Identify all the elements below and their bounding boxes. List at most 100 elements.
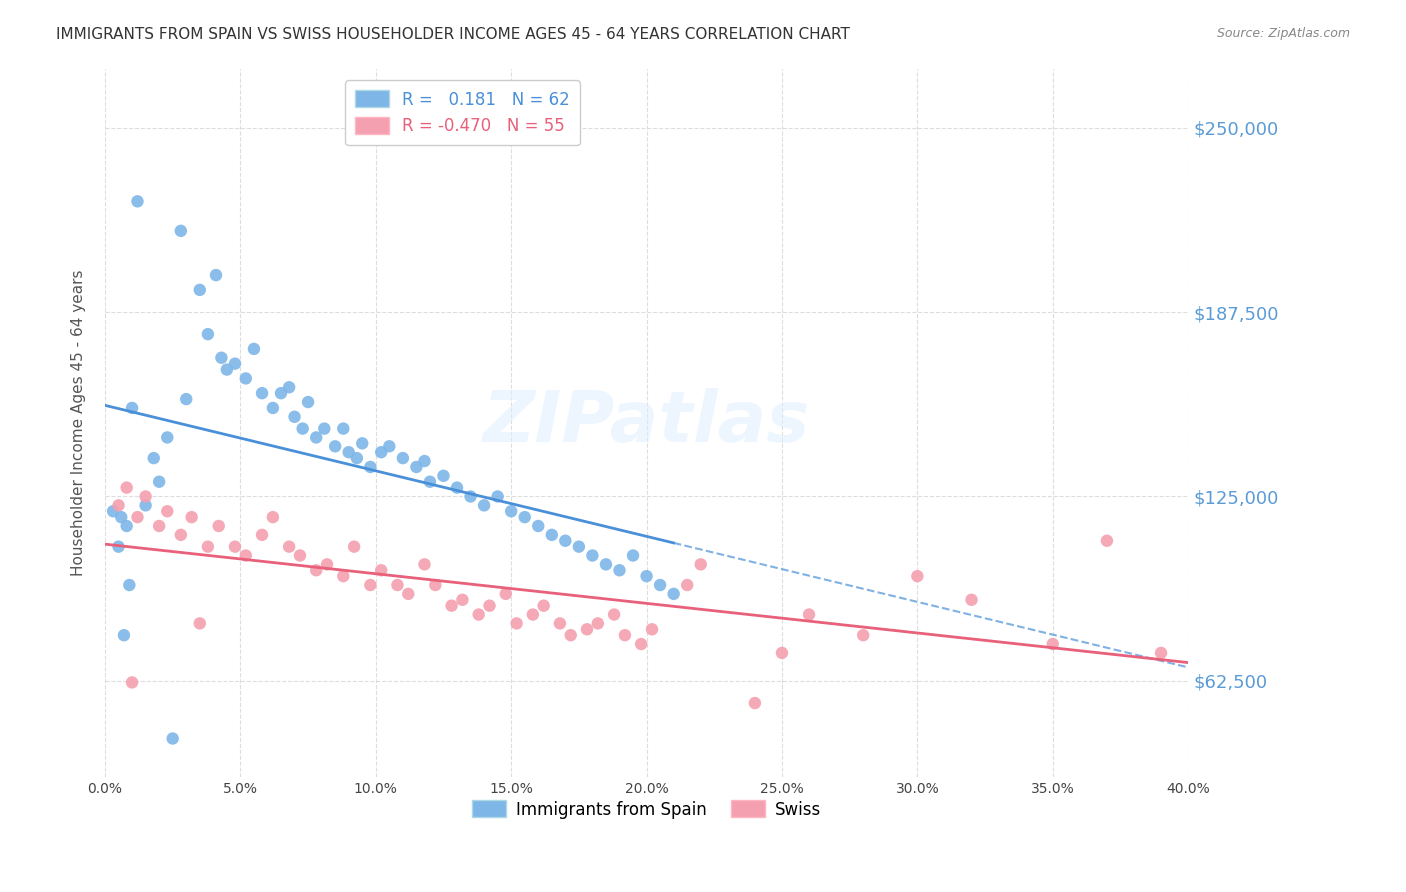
Point: [641, 622, 664, 636]
Point: [460, 490, 482, 504]
Point: [413, 454, 436, 468]
Point: [568, 540, 591, 554]
Point: [636, 569, 658, 583]
Point: [148, 475, 170, 489]
Point: [235, 371, 257, 385]
Point: [156, 504, 179, 518]
Point: [343, 540, 366, 554]
Point: [505, 616, 527, 631]
Point: [486, 490, 509, 504]
Point: [135, 490, 157, 504]
Point: [359, 578, 381, 592]
Point: [387, 578, 409, 592]
Point: [110, 510, 132, 524]
Point: [305, 430, 328, 444]
Text: IMMIGRANTS FROM SPAIN VS SWISS HOUSEHOLDER INCOME AGES 45 - 64 YEARS CORRELATION: IMMIGRANTS FROM SPAIN VS SWISS HOUSEHOLD…: [56, 27, 851, 42]
Point: [405, 460, 427, 475]
Point: [533, 599, 555, 613]
Point: [648, 578, 671, 592]
Text: Source: ZipAtlas.com: Source: ZipAtlas.com: [1216, 27, 1350, 40]
Point: [148, 519, 170, 533]
Point: [188, 616, 211, 631]
Point: [197, 540, 219, 554]
Point: [662, 587, 685, 601]
Point: [243, 342, 266, 356]
Point: [852, 628, 875, 642]
Point: [413, 558, 436, 572]
Point: [127, 510, 149, 524]
Point: [346, 451, 368, 466]
Point: [432, 468, 454, 483]
Point: [121, 675, 143, 690]
Point: [451, 592, 474, 607]
Point: [332, 569, 354, 583]
Point: [323, 439, 346, 453]
Point: [621, 549, 644, 563]
Point: [127, 194, 149, 209]
Point: [527, 519, 550, 533]
Point: [224, 357, 246, 371]
Point: [297, 395, 319, 409]
Point: [630, 637, 652, 651]
Point: [472, 499, 495, 513]
Point: [560, 628, 582, 642]
Point: [115, 519, 138, 533]
Text: ZIPatlas: ZIPatlas: [482, 388, 810, 458]
Point: [586, 616, 609, 631]
Point: [188, 283, 211, 297]
Point: [278, 540, 301, 554]
Point: [501, 504, 523, 518]
Point: [250, 386, 273, 401]
Point: [215, 362, 238, 376]
Point: [352, 436, 374, 450]
Point: [142, 451, 165, 466]
Point: [770, 646, 793, 660]
Point: [595, 558, 617, 572]
Point: [208, 519, 231, 533]
Point: [118, 578, 141, 592]
Point: [603, 607, 626, 622]
Point: [180, 510, 202, 524]
Point: [283, 409, 305, 424]
Point: [278, 380, 301, 394]
Point: [174, 392, 197, 406]
Point: [135, 499, 157, 513]
Point: [170, 528, 193, 542]
Point: [170, 224, 193, 238]
Point: [575, 622, 598, 636]
Point: [370, 445, 392, 459]
Point: [1150, 646, 1173, 660]
Point: [495, 587, 517, 601]
Point: [513, 510, 536, 524]
Point: [540, 528, 562, 542]
Point: [250, 528, 273, 542]
Point: [156, 430, 179, 444]
Point: [332, 421, 354, 435]
Point: [440, 599, 463, 613]
Point: [314, 421, 336, 435]
Legend: Immigrants from Spain, Swiss: Immigrants from Spain, Swiss: [465, 794, 828, 825]
Point: [478, 599, 501, 613]
Point: [548, 616, 571, 631]
Point: [101, 504, 124, 518]
Point: [1095, 533, 1118, 548]
Point: [288, 549, 311, 563]
Point: [209, 351, 232, 365]
Point: [797, 607, 820, 622]
Point: [378, 439, 401, 453]
Point: [112, 628, 135, 642]
Point: [162, 731, 184, 746]
Point: [396, 587, 419, 601]
Point: [337, 445, 360, 459]
Point: [960, 592, 983, 607]
Point: [744, 696, 766, 710]
Point: [425, 578, 447, 592]
Point: [613, 628, 636, 642]
Point: [262, 510, 284, 524]
Point: [1042, 637, 1064, 651]
Point: [392, 451, 415, 466]
Point: [115, 481, 138, 495]
Point: [205, 268, 228, 282]
Point: [235, 549, 257, 563]
Point: [107, 540, 129, 554]
